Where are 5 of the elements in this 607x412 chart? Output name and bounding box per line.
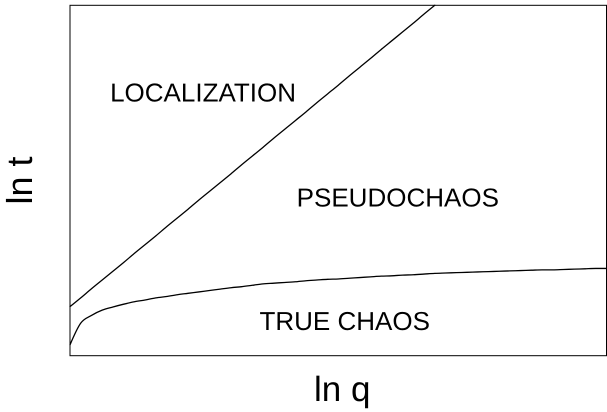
x-axis-title: ln q <box>314 370 370 409</box>
annotation: LOCALIZATION <box>110 78 296 108</box>
annotation: TRUE CHAOS <box>259 306 430 336</box>
y-axis-title: ln t <box>0 156 40 205</box>
annotation: PSEUDOCHAOS <box>296 182 499 212</box>
